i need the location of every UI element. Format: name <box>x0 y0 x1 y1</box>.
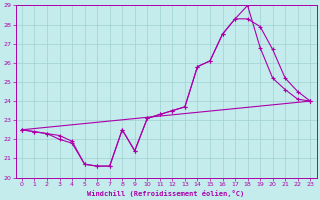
X-axis label: Windchill (Refroidissement éolien,°C): Windchill (Refroidissement éolien,°C) <box>87 190 245 197</box>
